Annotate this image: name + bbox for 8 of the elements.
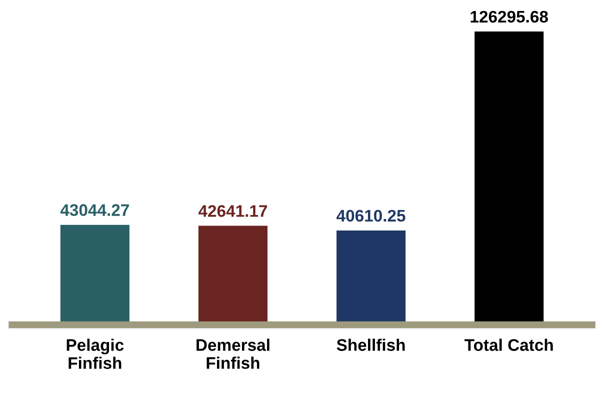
x-tick-label: Demersal Finfish: [196, 338, 270, 369]
x-tick-label: Shellfish: [336, 338, 405, 351]
data-label: 43044.27: [60, 204, 129, 216]
data-label: 40610.25: [336, 210, 406, 222]
x-tick-label: Total Catch: [464, 338, 553, 351]
data-label: 126295.68: [470, 10, 548, 23]
data-label: 42641.17: [198, 205, 267, 217]
x-tick-label: Pelagic Finfish: [66, 338, 124, 369]
